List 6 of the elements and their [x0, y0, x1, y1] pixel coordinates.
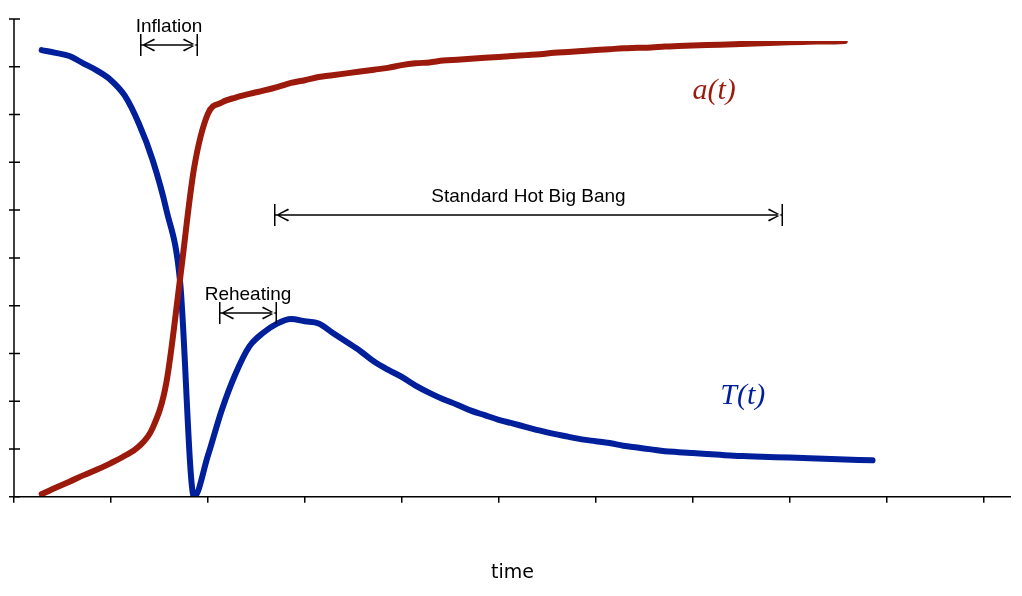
series-label: T(t) — [720, 377, 766, 412]
x-axis-title: time — [491, 559, 534, 582]
series-label: a(t) — [692, 72, 736, 107]
text: Inflation — [135, 15, 203, 37]
annotation: Standard Hot Big Bang — [431, 185, 626, 207]
annotation: Reheating — [204, 283, 292, 305]
